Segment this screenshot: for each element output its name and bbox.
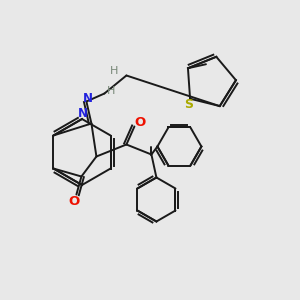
Text: O: O [135, 116, 146, 129]
Text: H: H [107, 86, 116, 97]
Text: H: H [110, 65, 118, 76]
Text: N: N [77, 107, 87, 120]
Text: O: O [69, 195, 80, 208]
Text: N: N [82, 92, 92, 105]
Text: S: S [184, 98, 194, 111]
